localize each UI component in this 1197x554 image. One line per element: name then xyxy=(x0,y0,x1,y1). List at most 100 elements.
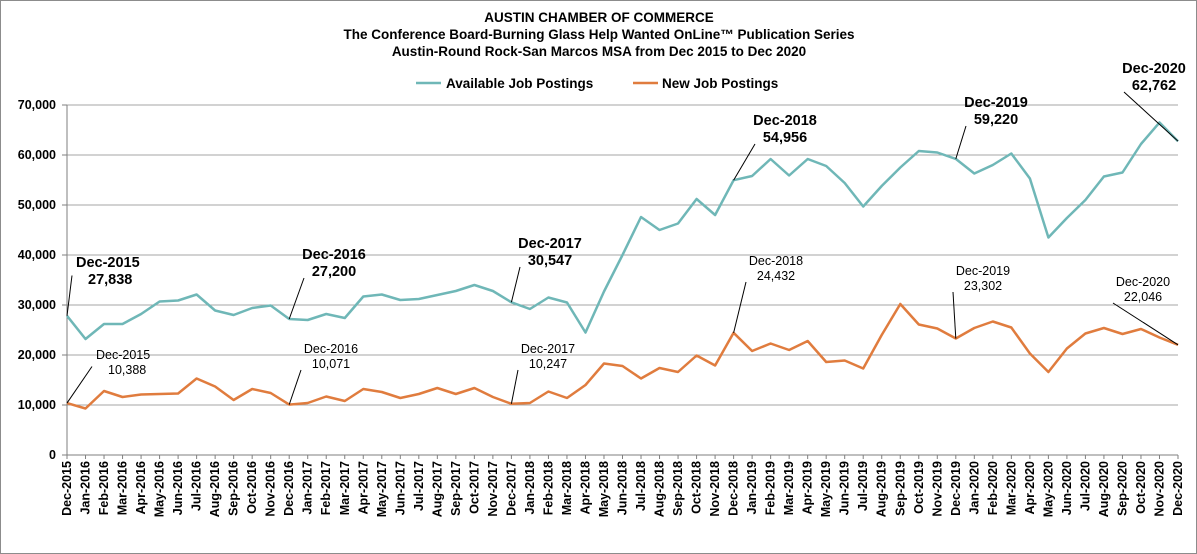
y-tick-label: 50,000 xyxy=(18,198,56,212)
annotations: Dec-201527,838Dec-201627,200Dec-201730,5… xyxy=(66,61,1186,405)
x-tick-label: Sep-2019 xyxy=(893,461,907,516)
annotation-value: 10,247 xyxy=(529,357,567,371)
annotation-leader-line xyxy=(510,369,519,404)
x-tick-label: Jun-2018 xyxy=(616,461,630,515)
x-tick-label: Nov-2017 xyxy=(486,461,500,517)
y-tick-label: 30,000 xyxy=(18,298,56,312)
legend-label-available: Available Job Postings xyxy=(446,76,593,91)
x-tick-label: Jan-2016 xyxy=(79,461,93,515)
annotation-value: 23,302 xyxy=(964,279,1002,293)
x-tick-label: Dec-2020 xyxy=(1171,461,1185,516)
x-axis-ticks: Dec-2015 Jan-2016 Feb-2016 Mar-2016 Apr-2016… xyxy=(60,461,1185,517)
annotation-leader-line xyxy=(288,277,305,320)
x-tick-label: May-2017 xyxy=(375,461,389,517)
x-tick-label: Dec-2017 xyxy=(504,461,518,516)
annotation-leader-line xyxy=(1112,302,1179,346)
x-tick-label: Apr-2016 xyxy=(134,461,148,515)
annotation-value: 30,547 xyxy=(528,253,572,269)
annotation-date: Dec-2016 xyxy=(302,247,366,263)
legend-label-new: New Job Postings xyxy=(662,76,778,91)
x-tick-label: Sep-2018 xyxy=(671,461,685,516)
annotation-leader-line xyxy=(288,369,302,405)
x-tick-label: Jun-2020 xyxy=(1060,461,1074,515)
x-tick-label: Sep-2016 xyxy=(227,461,241,516)
x-tick-label: Apr-2019 xyxy=(801,461,815,515)
x-tick-label: Sep-2017 xyxy=(449,461,463,516)
chart-subtitle-line-2: Austin-Round Rock-San Marcos MSA from De… xyxy=(392,44,806,59)
series-lines xyxy=(66,121,1179,410)
y-tick-label: 0 xyxy=(49,448,56,462)
x-tick-label: Feb-2018 xyxy=(541,461,555,515)
x-tick-label: Mar-2019 xyxy=(782,461,796,515)
x-tick-label: Jul-2017 xyxy=(412,461,426,511)
x-tick-label: May-2018 xyxy=(597,461,611,517)
series-line-new xyxy=(66,302,1179,410)
x-tick-label: Aug-2019 xyxy=(875,461,889,517)
x-tick-label: Jan-2020 xyxy=(967,461,981,515)
annotation-leader-line xyxy=(510,266,521,303)
x-tick-label: Nov-2020 xyxy=(1152,461,1166,517)
annotation-date: Dec-2017 xyxy=(521,342,575,356)
x-tick-label: Aug-2018 xyxy=(653,461,667,517)
x-tick-label: Jun-2019 xyxy=(838,461,852,515)
x-tick-label: Mar-2017 xyxy=(338,461,352,515)
x-tick-label: Jul-2018 xyxy=(634,461,648,511)
x-tick-label: Feb-2020 xyxy=(986,461,1000,515)
chart-title: AUSTIN CHAMBER OF COMMERCE xyxy=(484,10,714,25)
annotation-date: Dec-2015 xyxy=(96,348,150,362)
x-tick-label: Jun-2016 xyxy=(171,461,185,515)
x-tick-label: Aug-2020 xyxy=(1097,461,1111,517)
x-tick-label: Apr-2017 xyxy=(356,461,370,515)
annotation-value: 27,200 xyxy=(312,264,356,280)
x-tick-label: Jan-2017 xyxy=(301,461,315,515)
x-tick-label: May-2019 xyxy=(819,461,833,517)
x-tick-label: Jun-2017 xyxy=(393,461,407,515)
gridlines xyxy=(62,104,1179,459)
x-tick-label: Nov-2016 xyxy=(264,461,278,517)
x-tick-label: Oct-2017 xyxy=(467,461,481,514)
x-tick-label: Nov-2018 xyxy=(708,461,722,517)
x-tick-label: Dec-2015 xyxy=(60,461,74,516)
x-tick-label: Jan-2018 xyxy=(523,461,537,515)
y-tick-label: 10,000 xyxy=(18,398,56,412)
y-tick-label: 60,000 xyxy=(18,148,56,162)
x-tick-label: Jan-2019 xyxy=(745,461,759,515)
x-tick-label: Mar-2016 xyxy=(116,461,130,515)
x-tick-label: Oct-2020 xyxy=(1134,461,1148,514)
series-line-available xyxy=(66,121,1179,341)
annotation-leader-line xyxy=(1123,91,1179,142)
x-tick-label: Aug-2016 xyxy=(208,461,222,517)
annotation-value: 59,220 xyxy=(974,112,1018,128)
x-tick-label: Dec-2018 xyxy=(727,461,741,516)
y-axis-ticks: 0 10,000 20,000 30,000 40,000 50,000 60,000 70,… xyxy=(18,98,56,462)
annotation-date: Dec-2019 xyxy=(964,95,1028,111)
x-tick-label: Dec-2019 xyxy=(949,461,963,516)
x-tick-label: Nov-2019 xyxy=(930,461,944,517)
y-tick-label: 70,000 xyxy=(18,98,56,112)
annotation-value: 62,762 xyxy=(1132,78,1176,94)
annotation-leader-line xyxy=(952,291,957,339)
x-tick-label: Dec-2016 xyxy=(282,461,296,516)
x-tick-label: Jul-2019 xyxy=(856,461,870,511)
y-tick-label: 40,000 xyxy=(18,248,56,262)
x-tick-label: Aug-2017 xyxy=(430,461,444,517)
annotation-date: Dec-2018 xyxy=(749,254,803,268)
annotation-date: Dec-2020 xyxy=(1116,275,1170,289)
x-tick-label: Apr-2018 xyxy=(578,461,592,515)
x-tick-label: Jul-2020 xyxy=(1078,461,1092,511)
x-tick-label: May-2020 xyxy=(1041,461,1055,517)
x-tick-label: Oct-2019 xyxy=(912,461,926,514)
annotation-value: 22,046 xyxy=(1124,290,1162,304)
x-tick-label: Mar-2020 xyxy=(1004,461,1018,515)
annotation-date: Dec-2017 xyxy=(518,236,582,252)
annotation-date: Dec-2016 xyxy=(304,342,358,356)
annotation-date: Dec-2020 xyxy=(1122,61,1186,77)
annotation-leader-line xyxy=(733,143,756,181)
annotation-leader-line xyxy=(733,281,747,333)
x-tick-label: Oct-2018 xyxy=(690,461,704,514)
annotation-leader-line xyxy=(955,125,967,160)
x-tick-label: Apr-2020 xyxy=(1023,461,1037,515)
x-tick-label: Jul-2016 xyxy=(190,461,204,511)
annotation-value: 54,956 xyxy=(763,130,807,146)
